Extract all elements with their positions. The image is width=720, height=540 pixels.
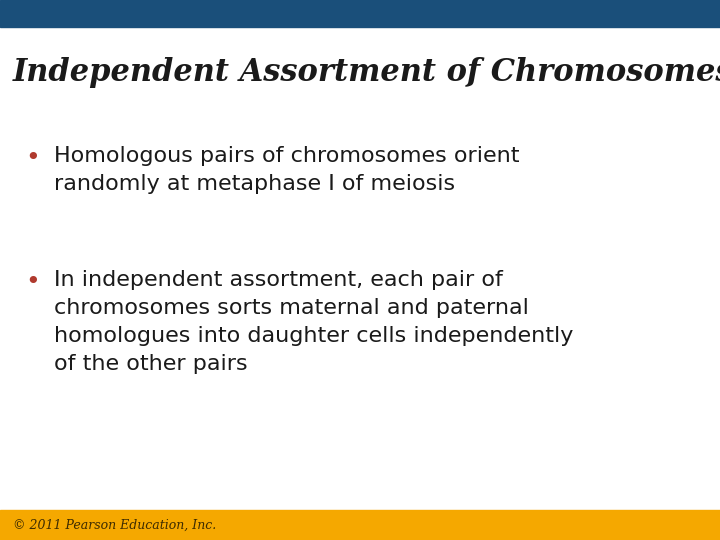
Text: •: • [25,270,40,294]
Text: Independent Assortment of Chromosomes: Independent Assortment of Chromosomes [13,57,720,87]
Text: •: • [25,146,40,170]
Bar [0,0,720,27]
Text: © 2011 Pearson Education, Inc.: © 2011 Pearson Education, Inc. [13,518,216,531]
Text: Homologous pairs of chromosomes orient
randomly at metaphase I of meiosis: Homologous pairs of chromosomes orient r… [54,146,520,194]
Text: In independent assortment, each pair of
chromosomes sorts maternal and paternal
: In independent assortment, each pair of … [54,270,573,374]
Bar [0,510,720,540]
